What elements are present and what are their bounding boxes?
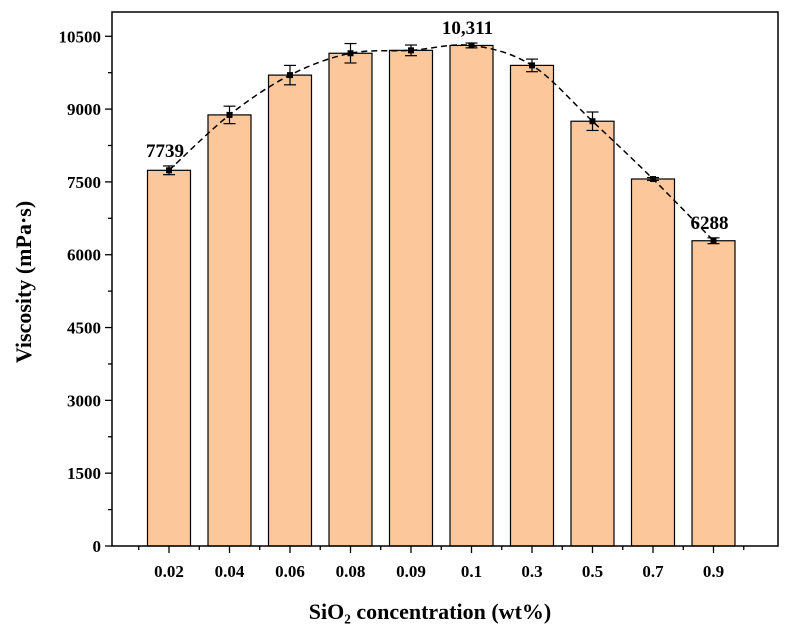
x-axis-ticks: 0.02 0.04 0.06 0.08 0.09 0.1 0.3 0.5 0.7 0.9	[138, 546, 745, 581]
bar-0.04	[207, 114, 252, 547]
trend-point-0.08	[347, 50, 354, 57]
data-label-0.1: 10,311	[442, 18, 493, 39]
bar-0.09	[388, 49, 434, 547]
x-tick-label-0.3: 0.3	[521, 562, 542, 581]
data-label-0.02: 7739	[146, 141, 184, 162]
y-tick-label-3000: 3000	[67, 391, 101, 410]
plot-frame	[111, 11, 779, 547]
bars-layer	[146, 44, 736, 547]
y-axis-ticks: 0 1500 3000 4500 6000 7500 9000 10500	[59, 27, 112, 556]
y-tick-label-0: 0	[93, 537, 102, 556]
bar-0.3	[509, 64, 555, 547]
bar-0.1	[449, 44, 494, 547]
x-tick-label-0.08: 0.08	[336, 562, 366, 581]
trend-point-0.3	[529, 62, 535, 69]
bar-0.7	[630, 178, 676, 547]
data-label-0.9: 6288	[691, 213, 729, 234]
y-tick-label-6000: 6000	[67, 246, 101, 265]
bar-0.02	[146, 169, 192, 547]
x-tick-label-0.9: 0.9	[703, 562, 724, 581]
y-tick-label-10500: 10500	[59, 27, 102, 46]
trend-line-layer	[166, 42, 717, 244]
trend-point-0.9	[710, 237, 717, 244]
x-tick-label-0.5: 0.5	[582, 562, 603, 581]
trend-point-0.5	[589, 118, 596, 125]
trend-point-0.09	[408, 47, 414, 54]
trend-point-0.04	[226, 111, 233, 118]
x-tick-label-0.04: 0.04	[215, 562, 245, 581]
x-tick-label-0.02: 0.02	[154, 562, 184, 581]
x-tick-label-0.06: 0.06	[275, 562, 305, 581]
trend-point-0.02	[166, 167, 172, 174]
y-tick-label-9000: 9000	[67, 100, 101, 119]
x-tick-label-0.09: 0.09	[396, 562, 426, 581]
bar-0.5	[570, 120, 615, 547]
y-tick-label-7500: 7500	[67, 173, 101, 192]
bar-0.08	[328, 52, 373, 547]
annotations-layer: 7739 10,311 6288	[146, 18, 729, 234]
x-axis-title: SiO₂ concentration (wt%)	[309, 599, 551, 624]
trend-point-0.1	[468, 42, 475, 49]
trend-point-0.7	[650, 175, 656, 182]
y-tick-label-1500: 1500	[67, 464, 101, 483]
y-axis-title: Viscosity (mPa·s)	[11, 201, 36, 363]
trend-point-0.06	[287, 72, 293, 79]
x-tick-label-0.7: 0.7	[642, 562, 664, 581]
x-tick-label-0.1: 0.1	[461, 562, 482, 581]
bar-0.06	[267, 74, 313, 547]
y-tick-label-4500: 4500	[67, 319, 101, 338]
trend-line	[168, 44, 715, 242]
bar-0.9	[691, 240, 736, 547]
